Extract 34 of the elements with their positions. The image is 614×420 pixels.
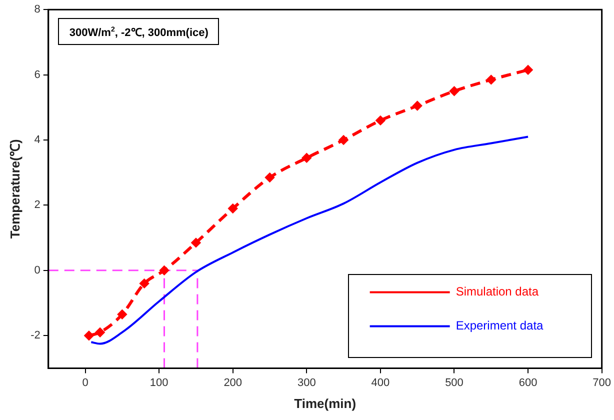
point: [228, 204, 238, 213]
x-tick-label: 700: [592, 376, 612, 389]
x-axis-title: Time(min): [294, 396, 356, 411]
point: [160, 266, 169, 275]
point: [524, 65, 533, 74]
y-tick-label: 8: [34, 4, 40, 16]
point: [302, 153, 312, 162]
point: [118, 310, 127, 319]
y-tick-label: -2: [30, 330, 40, 342]
x-tick-label: 600: [518, 376, 538, 389]
y-tick-label: 6: [34, 68, 40, 81]
x-tick-label: 400: [371, 376, 390, 389]
point: [376, 116, 385, 125]
point: [450, 86, 459, 96]
x-tick-label: 200: [224, 376, 242, 389]
text: Experiment data: [456, 318, 544, 333]
point: [265, 172, 274, 182]
y-tick-label: 0: [34, 264, 40, 276]
y-tick-label: 4: [34, 134, 40, 146]
annotation: 300W/m$^{2}$, -2℃, 300mm(ice): [58, 18, 220, 45]
x-tick-label: 100: [150, 376, 168, 389]
y-tick-label: 2: [34, 199, 40, 212]
point: [339, 136, 348, 144]
x-tick-label: 0: [82, 376, 88, 389]
y-axis-title: Temperature(℃): [7, 139, 22, 239]
x-tick-label: 500: [445, 376, 464, 389]
point: [84, 331, 94, 340]
x-tick-label: 300: [297, 376, 316, 389]
point: [191, 238, 200, 248]
point: [486, 75, 496, 84]
text: Simulation data: [456, 284, 539, 299]
point: [140, 278, 149, 288]
point: [96, 328, 105, 337]
point: [412, 101, 422, 110]
